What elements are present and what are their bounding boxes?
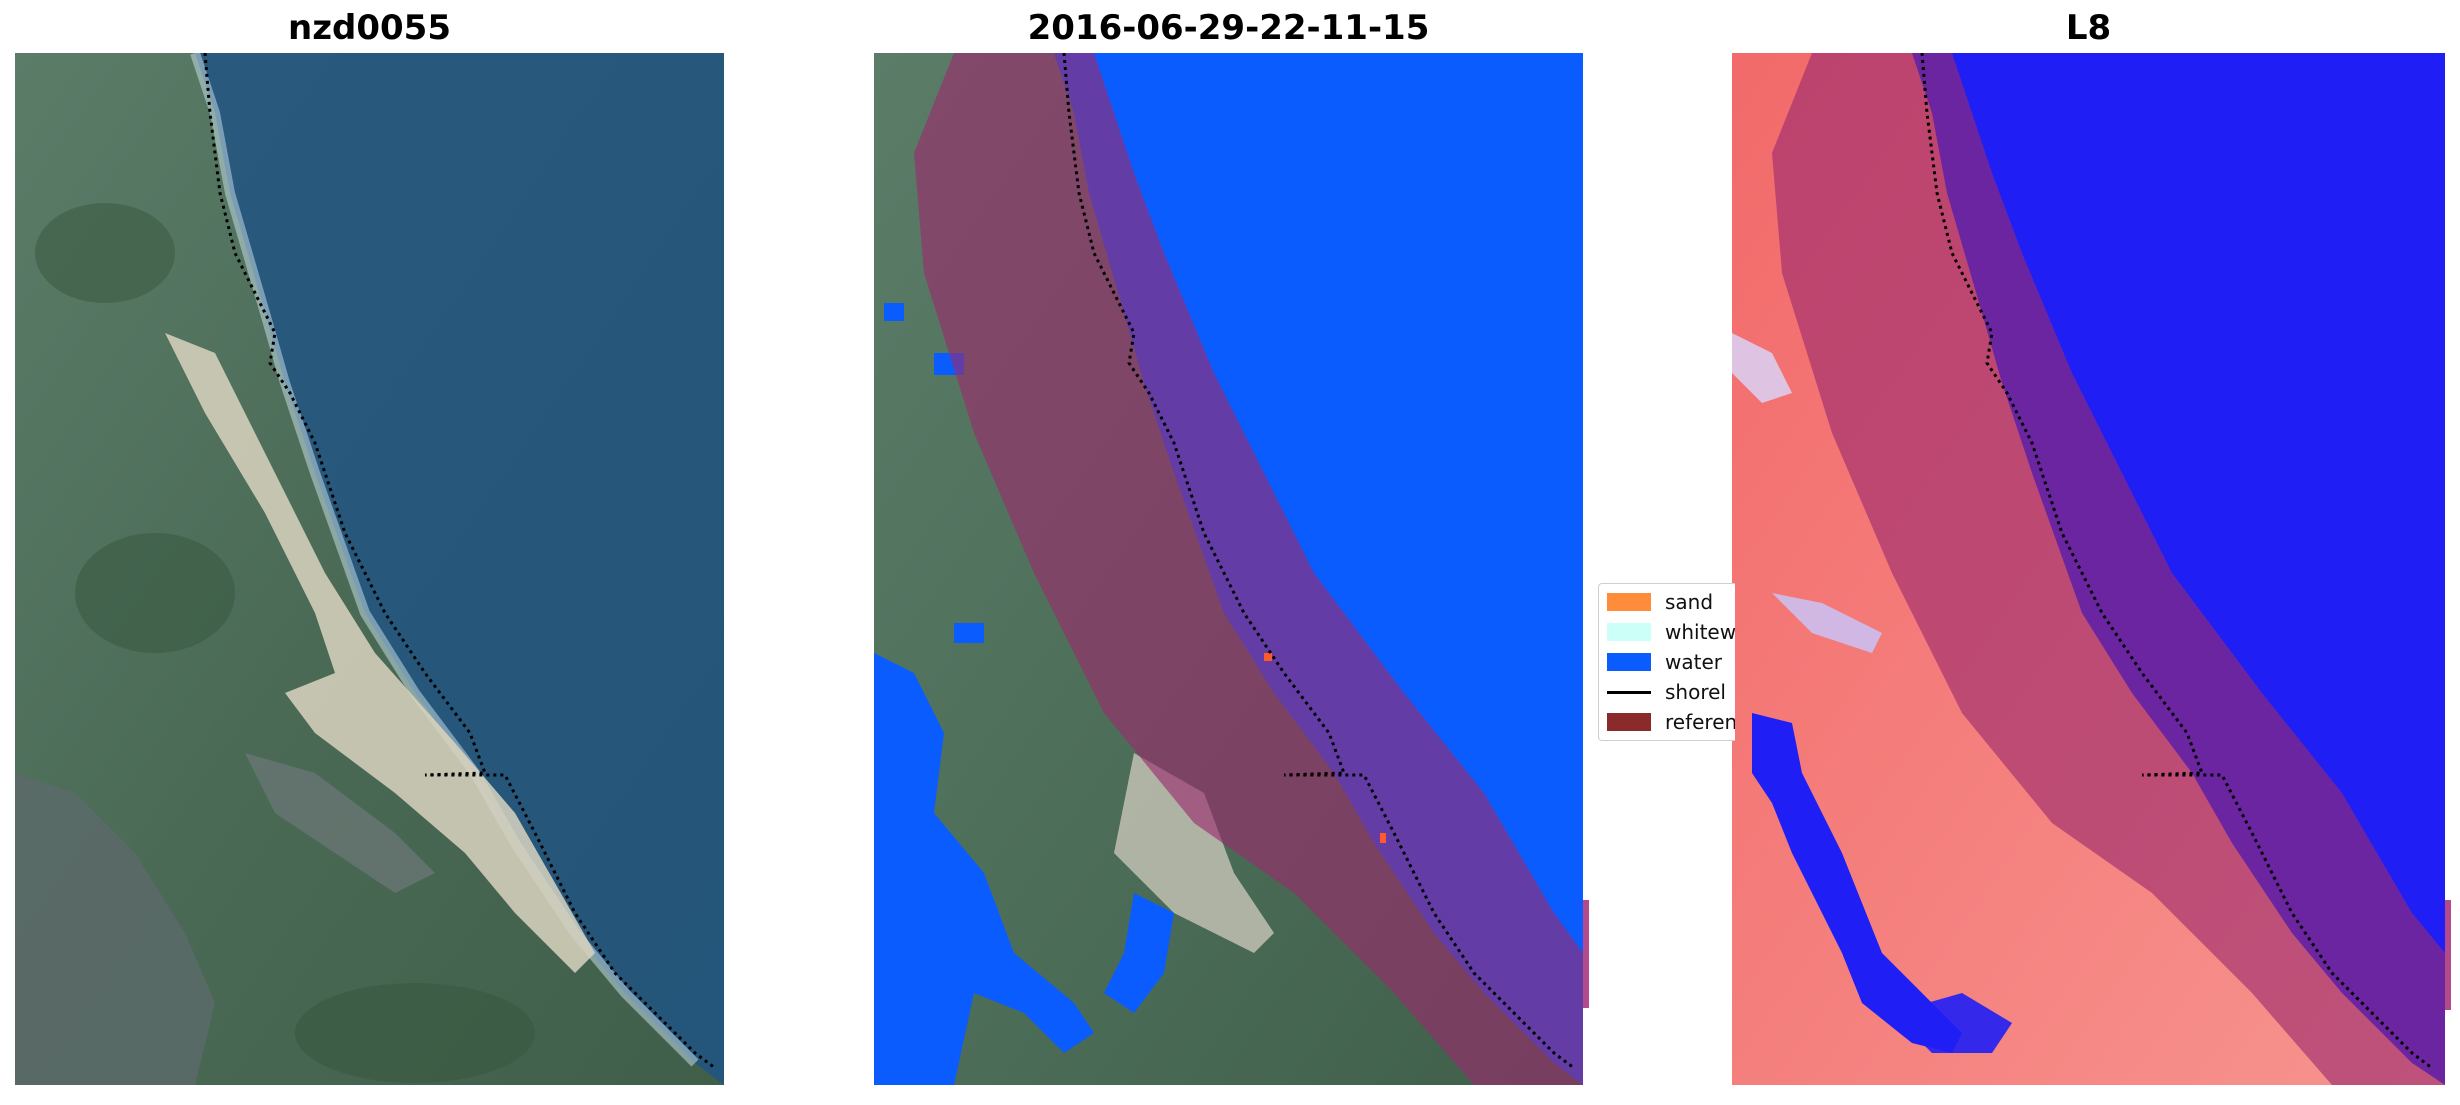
legend-label-water: water bbox=[1665, 650, 1722, 674]
whitewater-swatch bbox=[1607, 623, 1651, 641]
panel-edge-marker-right bbox=[2445, 900, 2451, 1010]
classified-image-panel bbox=[874, 53, 1583, 1085]
legend-item-sand: sand bbox=[1607, 590, 1713, 614]
panel-title-rgb: nzd0055 bbox=[288, 8, 451, 48]
l8-index-image bbox=[1732, 53, 2445, 1085]
legend-label-reference: referen bbox=[1665, 710, 1735, 734]
l8-index-panel bbox=[1732, 53, 2445, 1085]
legend: sand whitew water shorel referen bbox=[1598, 583, 1735, 741]
panel-edge-marker bbox=[1583, 900, 1589, 1008]
water-swatch bbox=[1607, 653, 1651, 671]
rgb-image-panel bbox=[15, 53, 724, 1085]
panel-title-classified: 2016-06-29-22-11-15 bbox=[1027, 8, 1430, 48]
legend-item-shoreline: shorel bbox=[1607, 680, 1726, 704]
reference-swatch bbox=[1607, 713, 1651, 731]
legend-item-reference: referen bbox=[1607, 710, 1735, 734]
legend-label-sand: sand bbox=[1665, 590, 1714, 614]
legend-item-whitewater: whitew bbox=[1607, 620, 1735, 644]
sand-swatch bbox=[1607, 593, 1651, 611]
panel-title-l8: L8 bbox=[2065, 8, 2112, 48]
legend-label-shoreline: shorel bbox=[1665, 680, 1726, 704]
classified-image bbox=[874, 53, 1583, 1085]
shoreline-line-swatch bbox=[1607, 690, 1651, 694]
legend-label-whitewater: whitew bbox=[1665, 620, 1735, 644]
legend-item-water: water bbox=[1607, 650, 1722, 674]
rgb-satellite-image bbox=[15, 53, 724, 1085]
